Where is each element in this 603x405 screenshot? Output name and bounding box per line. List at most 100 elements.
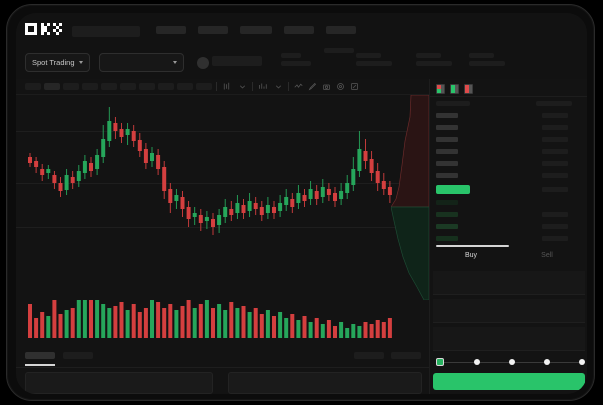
chevron-down-icon bbox=[173, 61, 177, 64]
slider-handle[interactable] bbox=[436, 357, 444, 366]
timeframe-button-1Y[interactable] bbox=[196, 83, 212, 90]
orderbook-bid-row[interactable] bbox=[436, 212, 458, 217]
orderbook-bids-icon[interactable] bbox=[450, 84, 459, 94]
volume-series bbox=[28, 286, 392, 338]
stat-label-1[interactable] bbox=[281, 53, 301, 58]
trading-mode-label: Spot Trading bbox=[32, 58, 75, 67]
orders-tab-bar[interactable] bbox=[16, 348, 429, 368]
tab-order-history[interactable] bbox=[63, 352, 93, 359]
timeframe-button-5m[interactable] bbox=[44, 83, 60, 90]
nav-item-4[interactable] bbox=[284, 26, 314, 34]
timeframe-button-3M[interactable] bbox=[177, 83, 193, 90]
timeframe-button-1H[interactable] bbox=[82, 83, 98, 90]
toolbar-divider bbox=[288, 82, 289, 91]
orderbook-rows[interactable] bbox=[430, 97, 587, 245]
fullscreen-icon[interactable] bbox=[350, 82, 359, 91]
timeframe-button-4H[interactable] bbox=[101, 83, 117, 90]
submit-buy-button[interactable] bbox=[433, 373, 585, 390]
line-chart-icon[interactable] bbox=[294, 82, 303, 91]
chart-gridline bbox=[16, 131, 429, 132]
timeframe-button-1D[interactable] bbox=[120, 83, 136, 90]
trade-form: Buy Sell bbox=[430, 245, 587, 394]
timeframe-button-15m[interactable] bbox=[63, 83, 79, 90]
slider-stop-50[interactable] bbox=[509, 358, 515, 365]
price-chart[interactable] bbox=[16, 95, 429, 300]
depth-chart-overlay bbox=[391, 95, 429, 300]
orderbook-bid-amount bbox=[542, 224, 568, 229]
order-amount-field[interactable] bbox=[433, 299, 585, 323]
orderbook-ask-row[interactable] bbox=[436, 137, 458, 142]
toolbar-divider bbox=[216, 82, 217, 91]
timeframe-button-1m[interactable] bbox=[25, 83, 41, 90]
chart-gridline bbox=[16, 183, 429, 184]
stat-label-4[interactable] bbox=[469, 53, 494, 58]
settings-icon[interactable] bbox=[336, 82, 345, 91]
order-price-field[interactable] bbox=[433, 271, 585, 295]
stat-value-2[interactable] bbox=[356, 61, 392, 66]
orderbook-ask-row[interactable] bbox=[436, 125, 458, 130]
timeframe-button-1M[interactable] bbox=[158, 83, 174, 90]
active-tab-indicator bbox=[436, 245, 509, 247]
nav-item-5[interactable] bbox=[326, 26, 356, 34]
okx-logo[interactable] bbox=[25, 23, 67, 36]
stat-value-4[interactable] bbox=[469, 61, 505, 66]
stat-value-1[interactable] bbox=[281, 61, 311, 66]
orderbook-bid-amount bbox=[542, 236, 568, 241]
right-sidebar: Buy Sell bbox=[429, 79, 587, 394]
orderbook-col-header-amount bbox=[536, 101, 572, 106]
slider-stop-75[interactable] bbox=[544, 358, 550, 365]
market-sub-header: Spot Trading bbox=[16, 47, 587, 79]
active-tab-underline bbox=[25, 364, 55, 366]
tab-buy[interactable]: Buy bbox=[464, 252, 478, 259]
pair-name-skeleton[interactable] bbox=[212, 56, 262, 66]
indicators-icon[interactable] bbox=[258, 82, 267, 91]
volume-chart bbox=[16, 286, 429, 348]
orderbook-bid-row[interactable] bbox=[436, 200, 458, 205]
orderbook-ask-row[interactable] bbox=[436, 113, 458, 118]
stat-value-3[interactable] bbox=[416, 61, 452, 66]
amount-percent-slider[interactable] bbox=[434, 357, 586, 367]
drawing-tool-icon[interactable] bbox=[308, 82, 317, 91]
orderbook-ask-amount bbox=[542, 173, 568, 178]
nav-item-2[interactable] bbox=[198, 26, 228, 34]
buy-sell-tabs[interactable]: Buy Sell bbox=[433, 245, 585, 267]
candlestick-icon[interactable] bbox=[222, 82, 231, 91]
slider-stop-100[interactable] bbox=[579, 358, 585, 365]
search-placeholder[interactable] bbox=[72, 26, 140, 37]
stat-label-2[interactable] bbox=[356, 53, 381, 58]
stat-label-3[interactable] bbox=[416, 53, 441, 58]
trading-mode-button[interactable]: Spot Trading bbox=[25, 53, 90, 72]
nav-item-1[interactable] bbox=[156, 26, 186, 34]
orderbook-ask-row[interactable] bbox=[436, 173, 458, 178]
orderbook-asks-icon[interactable] bbox=[464, 84, 473, 94]
top-navigation-bar bbox=[16, 13, 587, 47]
orderbook-both-icon[interactable] bbox=[436, 84, 445, 94]
orderbook-bid-amount bbox=[542, 212, 568, 217]
camera-icon[interactable] bbox=[322, 82, 331, 91]
trading-pair-select[interactable] bbox=[99, 53, 184, 72]
toolbar-divider bbox=[252, 82, 253, 91]
coin-avatar bbox=[197, 57, 209, 69]
timeframe-button-1W[interactable] bbox=[139, 83, 155, 90]
orderbook-ask-amount bbox=[542, 149, 568, 154]
orderbook-bid-row[interactable] bbox=[436, 224, 458, 229]
chevron-down-icon[interactable] bbox=[274, 82, 283, 91]
chevron-down-icon bbox=[78, 61, 83, 64]
tab-open-orders[interactable] bbox=[25, 352, 55, 359]
control-hide-other-pairs[interactable] bbox=[354, 352, 384, 359]
order-total-field[interactable] bbox=[433, 327, 585, 351]
orderbook-ask-row[interactable] bbox=[436, 149, 458, 154]
nav-item-3[interactable] bbox=[240, 26, 272, 34]
orderbook-ask-row[interactable] bbox=[436, 161, 458, 166]
orderbook-ask-amount bbox=[542, 161, 568, 166]
orderbook-last-price[interactable] bbox=[436, 185, 470, 194]
orderbook-ask-amount bbox=[542, 125, 568, 130]
slider-stop-25[interactable] bbox=[474, 358, 480, 365]
control-cancel-all[interactable] bbox=[391, 352, 421, 359]
tab-sell[interactable]: Sell bbox=[541, 252, 553, 259]
orderbook-last-amount bbox=[542, 187, 568, 192]
stat-top-extra[interactable] bbox=[324, 48, 354, 53]
chevron-down-icon[interactable] bbox=[238, 82, 247, 91]
orderbook-view-tabs[interactable] bbox=[430, 79, 587, 97]
orderbook-bid-row[interactable] bbox=[436, 236, 458, 241]
